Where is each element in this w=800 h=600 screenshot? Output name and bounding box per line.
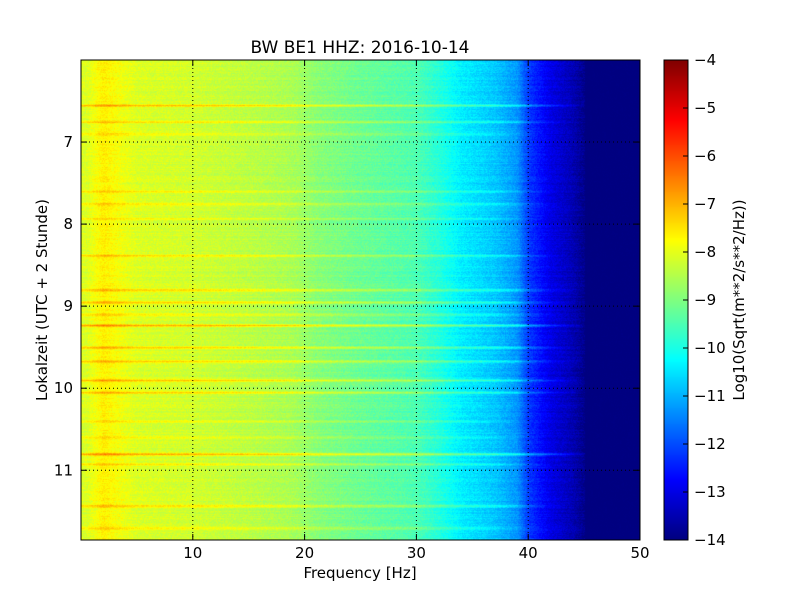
- colorbar-tick-label: −11: [694, 387, 726, 405]
- x-tick-label: 50: [630, 544, 649, 562]
- colorbar-tick-label: −10: [694, 339, 726, 357]
- colorbar-tick-label: −12: [694, 435, 726, 453]
- chart-title: BW BE1 HHZ: 2016-10-14: [250, 38, 469, 58]
- colorbar-tick-label: −9: [694, 291, 716, 309]
- y-tick-label: 10: [54, 379, 73, 397]
- colorbar-tick-label: −7: [694, 195, 716, 213]
- x-tick-label: 40: [519, 544, 538, 562]
- y-axis-label: Lokalzeit (UTC + 2 Stunde): [33, 199, 51, 401]
- spectrogram-heatmap: [81, 60, 640, 540]
- colorbar-tick-label: −5: [694, 99, 716, 117]
- grid: [81, 60, 640, 540]
- y-axis: 7 8 9 10 11: [54, 133, 640, 479]
- x-axis: 10 20 30 40 50: [183, 60, 650, 562]
- y-tick-label: 9: [63, 297, 73, 315]
- colorbar-tick-label: −4: [694, 51, 716, 69]
- x-axis-label: Frequency [Hz]: [303, 564, 416, 582]
- x-tick-label: 30: [407, 544, 426, 562]
- colorbar: −4 −5 −6 −7 −8 −9 −10 −11 −12 −13 −14 Log10(Sqrt(m…: [663, 51, 748, 549]
- colorbar-tick-label: −6: [694, 147, 716, 165]
- x-tick-label: 10: [183, 544, 202, 562]
- x-tick-label: 20: [295, 544, 314, 562]
- colorbar-tick-label: −13: [694, 483, 726, 501]
- y-tick-label: 8: [63, 215, 73, 233]
- y-tick-label: 7: [63, 133, 73, 151]
- colorbar-tick-label: −14: [694, 531, 726, 549]
- y-tick-label: 11: [54, 461, 73, 479]
- colorbar-label: Log10(Sqrt(m**2/s**2/Hz)): [730, 199, 748, 400]
- colorbar-tick-label: −8: [694, 243, 716, 261]
- plot-area: 10 20 30 40 50 7 8 9 10 11: [54, 59, 650, 562]
- plot-frame: [80, 59, 641, 541]
- colorbar-ticks: −4 −5 −6 −7 −8 −9 −10 −11 −12 −13 −14: [683, 51, 726, 549]
